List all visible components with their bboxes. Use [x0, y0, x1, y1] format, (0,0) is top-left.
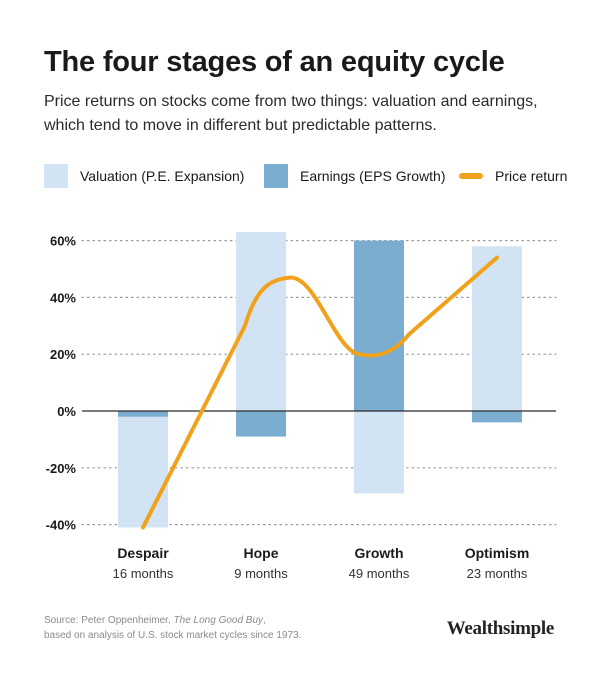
y-tick-label: -20% — [46, 461, 77, 476]
chart-subtitle: Price returns on stocks come from two th… — [44, 93, 538, 134]
legend-label-price-return: Price return — [495, 168, 568, 184]
legend: Valuation (P.E. Expansion) Earnings (EPS… — [44, 163, 574, 189]
valuation-bar — [354, 411, 404, 494]
legend-swatch-valuation — [44, 164, 68, 188]
duration-label: 9 months — [234, 566, 288, 581]
y-tick-label: 60% — [50, 234, 76, 249]
source-suffix: , — [263, 615, 266, 626]
chart-plot: 60% 40% 20% 0% -20% -40% Despair 16 months Hope 9… — [46, 232, 557, 581]
earnings-bar — [472, 411, 522, 423]
legend-item-valuation: Valuation (P.E. Expansion) — [44, 163, 244, 189]
y-tick-label: 0% — [57, 404, 76, 419]
category-label: Growth — [355, 545, 404, 561]
legend-item-earnings: Earnings (EPS Growth) — [264, 163, 446, 189]
price-return-line — [141, 255, 499, 530]
category-label: Despair — [117, 545, 169, 561]
y-tick-label: 20% — [50, 347, 76, 362]
legend-item-price-return: Price return — [459, 163, 567, 189]
earnings-bar — [118, 411, 168, 417]
valuation-bar — [236, 232, 286, 411]
duration-label: 23 months — [467, 566, 528, 581]
chart-title: The four stages of an equity cycle — [44, 46, 505, 78]
legend-swatch-price-return — [459, 173, 483, 179]
source-book: The Long Good Buy — [173, 615, 264, 626]
source-note: Source: Peter Oppenheimer, The Long Good… — [44, 613, 301, 643]
wealthsimple-logo: Wealthsimple — [446, 618, 555, 639]
valuation-bar — [118, 411, 168, 528]
source-line2: based on analysis of U.S. stock market c… — [44, 630, 302, 641]
legend-label-earnings: Earnings (EPS Growth) — [300, 168, 446, 184]
duration-label: 49 months — [349, 566, 410, 581]
y-tick-label: -40% — [46, 518, 77, 533]
duration-label: 16 months — [113, 566, 174, 581]
legend-swatch-earnings — [264, 164, 288, 188]
source-prefix: Source: Peter Oppenheimer, — [44, 615, 174, 626]
category-label: Hope — [244, 545, 279, 561]
earnings-bar — [354, 240, 404, 411]
earnings-bar — [236, 411, 286, 437]
legend-label-valuation: Valuation (P.E. Expansion) — [80, 168, 245, 184]
y-tick-label: 40% — [50, 290, 76, 305]
category-label: Optimism — [465, 545, 530, 561]
